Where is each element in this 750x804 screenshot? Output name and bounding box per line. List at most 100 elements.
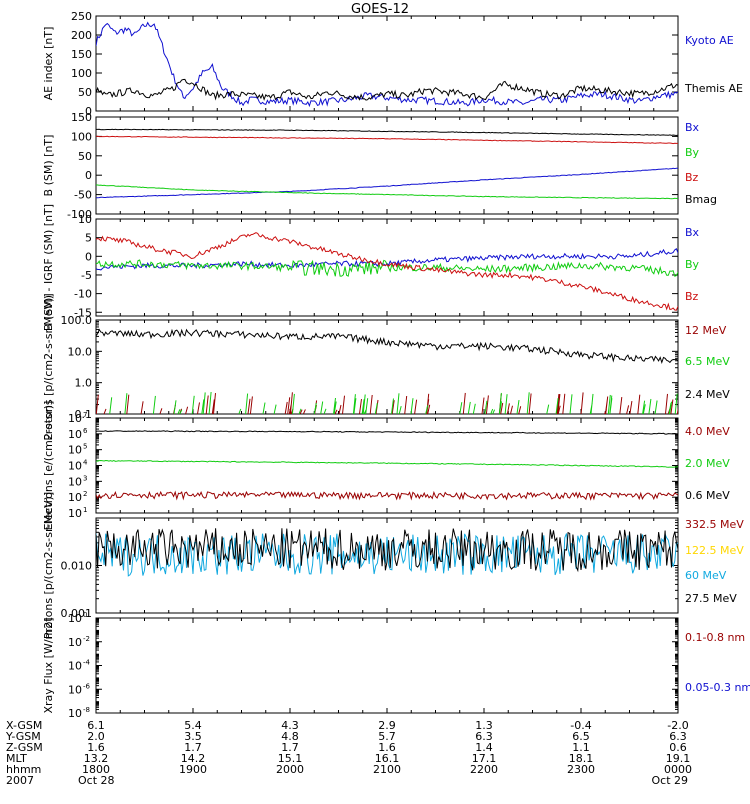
series-6-5-mev [109, 391, 678, 414]
footer-value: 1.6 [87, 741, 105, 754]
y-tick-label: 250 [71, 10, 92, 23]
y-tick-label: 10 [68, 660, 82, 673]
footer-value: 6.3 [669, 730, 687, 743]
y-tick-label: 100.0 [61, 314, 93, 327]
footer-value: 1900 [179, 763, 207, 776]
y-axis-label: B (SM) [nT] [42, 135, 55, 197]
series-by [96, 184, 678, 200]
legend-label: 0.1-0.8 nm [685, 631, 745, 644]
y-tick-label: 5 [85, 232, 92, 245]
series-bx [96, 167, 678, 199]
ephemeris-footer: X-GSMY-GSMZ-GSMMLThhmm20076.12.01.613.21… [5, 719, 692, 787]
y-tick-label: -100 [67, 208, 92, 221]
y-tick-label: 0 [85, 169, 92, 182]
series-group [96, 430, 678, 501]
footer-value: 6.5 [572, 730, 590, 743]
footer-value: 15.1 [278, 752, 303, 765]
footer-value: 2.0 [87, 730, 105, 743]
footer-row-label: MLT [6, 752, 27, 765]
footer-value: 1.4 [475, 741, 493, 754]
y-tick-label: 10 [68, 475, 82, 488]
y-tick-label: 10.0 [68, 345, 93, 358]
y-tick-label: 0.010 [61, 560, 93, 573]
y-tick-exponent: 2 [83, 490, 87, 498]
y-tick-label: -15 [74, 306, 92, 319]
legend-label: Themis AE [684, 82, 743, 95]
y-tick-exponent: 4 [83, 459, 88, 467]
legend-label: 0.6 MeV [685, 489, 730, 502]
legend-label: By [685, 146, 700, 159]
series-kyoto-ae [96, 21, 678, 108]
y-tick-label: 10 [68, 507, 82, 520]
y-tick-exponent: -6 [83, 682, 91, 690]
footer-row-label: Z-GSM [6, 741, 43, 754]
series-4-0-mev [96, 490, 678, 501]
footer-row-label: X-GSM [6, 719, 42, 732]
y-axis-label: Protons [p/(cm2-s-sr-MeV)] [42, 492, 55, 639]
y-tick-label: -5 [81, 269, 92, 282]
footer-value: 0000 [664, 763, 692, 776]
y-tick-label: 1.0 [75, 377, 93, 390]
series-60-mev [96, 532, 678, 577]
legend-label: 0.05-0.3 nm [685, 681, 750, 694]
legend-label: 332.5 MeV [685, 518, 744, 531]
y-axis-label: Xray Flux [W/m2] [42, 617, 55, 713]
footer-value: 5.4 [184, 719, 202, 732]
y-tick-label: 0 [85, 105, 92, 118]
footer-value: 1800 [82, 763, 110, 776]
y-tick-label: 50 [78, 150, 92, 163]
footer-row-label: hhmm [6, 763, 41, 776]
y-tick-exponent: -8 [83, 706, 90, 714]
footer-row-label: 2007 [6, 774, 34, 787]
y-tick-exponent: -4 [83, 659, 91, 667]
legend-label: 4.0 MeV [685, 425, 730, 438]
footer-value: 6.3 [475, 730, 493, 743]
y-tick-label: 10 [78, 213, 92, 226]
legend-label: Kyoto AE [685, 34, 734, 47]
y-axis-label: Electrons [e/(cm2-s-sr)] [42, 401, 55, 531]
footer-value: 1.7 [184, 741, 202, 754]
series-themis-ae [96, 78, 678, 101]
panel-frame [95, 218, 679, 317]
footer-value: 5.7 [378, 730, 396, 743]
series-group [96, 21, 678, 108]
legend-label: 2.4 MeV [685, 388, 730, 401]
y-tick-label: 0.1 [75, 408, 93, 421]
y-tick-label: 10 [68, 491, 82, 504]
footer-value: 1.1 [572, 741, 590, 754]
y-tick-label: 10 [68, 444, 82, 457]
legend-label: By [685, 258, 700, 271]
footer-value: 2000 [276, 763, 304, 776]
y-tick-label: 0 [85, 250, 92, 263]
footer-value: 18.1 [569, 752, 594, 765]
y-tick-label: 50 [78, 86, 92, 99]
plot-title: GOES-12 [351, 2, 409, 17]
panel-b: 150 100 50 0 -50 -100 B (SM) [nT] Bx By Bz Bmag [42, 111, 717, 221]
legend-label: Bx [685, 226, 700, 239]
footer-value: 2.9 [378, 719, 396, 732]
footer-value: 13.2 [84, 752, 109, 765]
series-group [96, 528, 678, 577]
y-tick-label: 100 [71, 67, 92, 80]
legend-label: 122.5 MeV [685, 544, 744, 557]
series-group [96, 232, 678, 311]
legend-label: 6.5 MeV [685, 355, 730, 368]
footer-value: 1.3 [475, 719, 493, 732]
y-tick-label: 10 [68, 707, 82, 720]
legend-label: 60 MeV [685, 569, 727, 582]
footer-value: 2300 [567, 763, 595, 776]
y-tick-exponent: 5 [83, 443, 87, 451]
footer-value: 19.1 [666, 752, 691, 765]
legend-label: 12 MeV [685, 324, 727, 337]
y-tick-label: 100 [71, 130, 92, 143]
panel-protons_high: 0.010 0.001 Protons [p/(cm2-s-sr-MeV)] 332.… [42, 492, 744, 639]
footer-value: Oct 28 [78, 774, 115, 787]
y-tick-label: 10 [68, 428, 82, 441]
y-axis-label: B (SM) - IGRF (SM) [nT] [42, 204, 55, 331]
series-27-5-mev [96, 528, 678, 573]
series-bz [96, 135, 678, 145]
